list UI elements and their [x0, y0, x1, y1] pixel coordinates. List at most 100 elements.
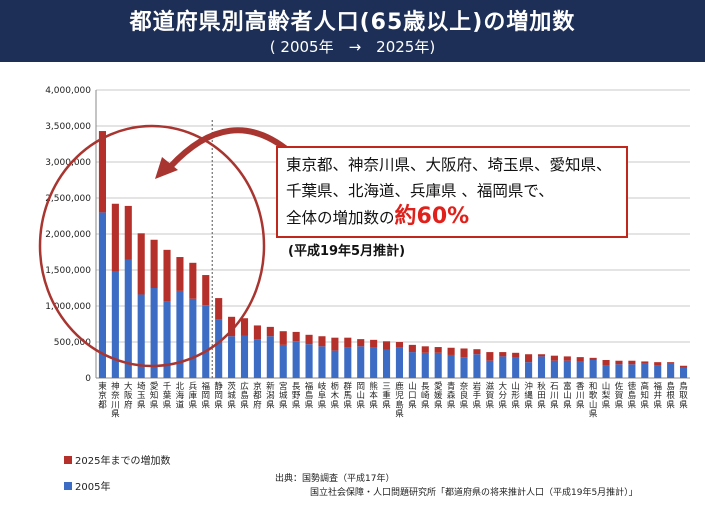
bar-increase-20 [357, 339, 365, 347]
bar-increase-12 [253, 325, 261, 340]
bar-2005-32 [512, 357, 520, 378]
bars [98, 131, 688, 378]
x-tick-label: 宮城県 [279, 381, 288, 410]
x-tick-label: 鹿児島県 [395, 381, 404, 420]
bar-increase-43 [654, 362, 662, 366]
callout-box: 東京都、神奈川県、大阪府、埼玉県、愛知県、 千葉県、北海道、兵庫県 、福岡県で、… [276, 146, 628, 238]
bar-2005-5 [163, 301, 171, 378]
x-tick-label: 茨城県 [227, 381, 236, 410]
curved-arrow-icon [167, 127, 293, 170]
bar-increase-31 [499, 352, 507, 357]
bar-increase-9 [215, 298, 223, 320]
bar-increase-6 [176, 257, 184, 291]
arrowhead-icon [155, 157, 178, 179]
x-tick-label: 富山県 [563, 381, 572, 410]
bar-2005-3 [137, 294, 145, 378]
x-tick-label: 山口県 [408, 381, 417, 410]
x-tick-label: 岐阜県 [318, 381, 327, 410]
x-tick-label: 福井県 [653, 381, 662, 410]
bar-2005-36 [563, 360, 571, 378]
bar-2005-26 [434, 352, 442, 378]
bar-increase-45 [679, 365, 688, 368]
y-tick-label: 2,000,000 [45, 230, 91, 240]
bar-2005-41 [628, 364, 636, 378]
bar-2005-15 [292, 341, 300, 378]
x-tick-label: 栃木県 [331, 381, 340, 410]
bar-2005-9 [215, 319, 223, 378]
x-tick-label: 千葉県 [163, 381, 172, 410]
x-tick-label: 熊本県 [369, 381, 378, 410]
bar-increase-25 [421, 346, 429, 353]
x-tick-label: 広島県 [240, 381, 249, 410]
bar-2005-6 [176, 290, 184, 378]
x-tick-label: 滋賀県 [486, 381, 495, 410]
bar-increase-37 [576, 357, 584, 362]
bar-2005-19 [344, 347, 352, 378]
x-tick-label: 長野県 [292, 382, 301, 410]
bar-2005-14 [279, 344, 287, 378]
callout-line-1: 東京都、神奈川県、大阪府、埼玉県、愛知県、 [286, 156, 612, 174]
bar-2005-43 [654, 365, 662, 378]
bar-2005-44 [667, 363, 675, 378]
callout-line-2: 千葉県、北海道、兵庫県 、福岡県で、 [286, 182, 554, 200]
x-tick-label: 福岡県 [202, 381, 211, 410]
bar-increase-5 [163, 249, 171, 302]
y-axis-ticks: 0 500,000 1,000,000 1,500,000 2,000,000 2,500… [45, 86, 91, 384]
bar-2005-0 [98, 212, 107, 378]
bar-2005-34 [537, 356, 546, 378]
bar-increase-42 [641, 361, 649, 364]
bar-increase-32 [512, 352, 520, 358]
bar-2005-31 [499, 356, 507, 378]
bar-2005-35 [550, 360, 558, 378]
x-tick-label: 愛知県 [150, 381, 159, 410]
bar-2005-20 [357, 346, 365, 378]
bar-2005-28 [460, 357, 468, 378]
bar-2005-37 [576, 361, 584, 378]
x-tick-label: 大阪府 [124, 381, 133, 410]
bar-increase-40 [615, 360, 623, 365]
y-tick-label: 2,500,000 [45, 194, 91, 204]
x-tick-label: 岡山県 [356, 382, 365, 410]
x-tick-label: 山梨県 [602, 381, 611, 410]
bar-2005-4 [150, 288, 158, 378]
y-tick-label: 3,500,000 [45, 122, 91, 132]
x-tick-label: 石川県 [550, 382, 559, 410]
y-tick-label: 4,000,000 [45, 86, 91, 96]
highlight-circle [38, 124, 266, 368]
bar-increase-10 [228, 316, 236, 337]
bar-increase-28 [460, 348, 468, 358]
source-line-1: 出典：国勢調査（平成17年） [275, 474, 395, 484]
bar-2005-8 [202, 305, 210, 378]
x-tick-label: 秋田県 [537, 381, 546, 410]
bar-2005-7 [189, 298, 197, 378]
x-tick-label: 山形県 [511, 381, 520, 410]
x-tick-label: 愛媛県 [434, 381, 443, 410]
bar-increase-30 [486, 352, 494, 361]
x-tick-label: 和歌山県 [589, 382, 598, 420]
bar-2005-13 [266, 336, 274, 378]
y-tick-label: 500,000 [54, 338, 91, 348]
bar-increase-39 [602, 360, 610, 366]
x-tick-label: 青森県 [447, 381, 456, 410]
bar-increase-21 [370, 339, 378, 348]
bar-2005-39 [602, 365, 610, 378]
x-tick-label: 長崎県 [421, 382, 430, 410]
bar-2005-10 [228, 336, 236, 378]
x-tick-label: 奈良県 [460, 381, 469, 410]
bar-2005-22 [382, 349, 391, 378]
bar-2005-2 [124, 259, 132, 378]
slide-title: 都道府県別高齢者人口(65歳以上)の増加数 [129, 10, 576, 35]
legend-label-increase: 2025年までの増加数 [75, 456, 171, 467]
bar-increase-4 [150, 239, 158, 288]
bar-increase-16 [305, 334, 313, 345]
bar-2005-45 [679, 367, 688, 378]
x-tick-label: 徳島県 [628, 381, 637, 410]
bar-increase-0 [98, 131, 107, 213]
x-axis-ticks: 東京都神奈川県大阪府埼玉県愛知県千葉県北海道兵庫県福岡県静岡県茨城県広島県京都府… [98, 381, 688, 420]
x-tick-label: 沖縄県 [524, 381, 533, 410]
x-tick-label: 静岡県 [214, 381, 223, 410]
bar-2005-11 [240, 335, 249, 378]
bar-increase-11 [240, 318, 249, 336]
bar-increase-1 [111, 203, 119, 272]
bar-increase-23 [395, 342, 404, 348]
